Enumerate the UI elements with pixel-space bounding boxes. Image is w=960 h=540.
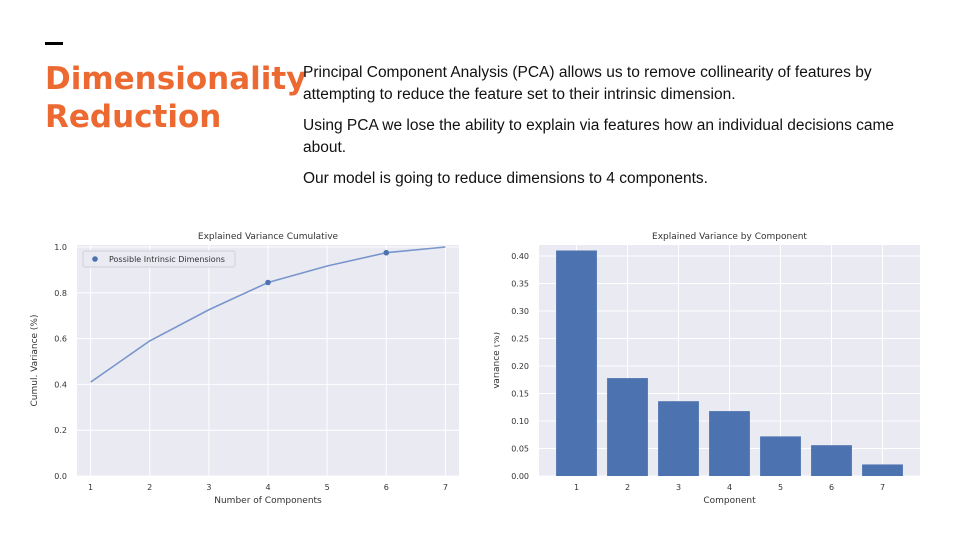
title-accent-bar — [45, 42, 63, 45]
component-y-tick-label: 0.35 — [511, 280, 529, 289]
variance-bar — [607, 378, 648, 476]
cumulative-x-tick-label: 4 — [265, 483, 270, 492]
slide-title: Dimensionality Reduction — [45, 61, 307, 135]
cumulative-legend-label: Possible Intrinsic Dimensions — [109, 255, 225, 264]
cumulative-y-tick-label: 1.0 — [54, 243, 67, 252]
variance-bar — [862, 464, 903, 476]
cumulative-x-label: Number of Components — [214, 496, 322, 506]
variance-by-component-chart: Explained Variance by Component Component… — [492, 226, 934, 516]
variance-bar — [658, 401, 699, 476]
variance-bar — [709, 411, 750, 476]
cumulative-x-tick-label: 2 — [147, 483, 152, 492]
component-y-tick-label: 0.20 — [511, 362, 529, 371]
cumulative-y-tick-label: 0.2 — [54, 426, 67, 435]
variance-by-component-svg: Explained Variance by Component Component… — [492, 232, 920, 506]
variance-bar — [556, 250, 597, 476]
component-x-tick-label: 7 — [880, 483, 885, 492]
component-x-tick-label: 5 — [778, 483, 783, 492]
paragraph-model-components: Our model is going to reduce dimensions … — [303, 170, 708, 187]
component-x-tick-label: 3 — [676, 483, 681, 492]
cumulative-variance-chart: Explained Variance Cumulative Number of C… — [30, 226, 470, 516]
cumulative-y-tick-label: 0.8 — [54, 289, 67, 298]
component-x-tick-label: 1 — [574, 483, 579, 492]
component-x-label: Component — [703, 496, 756, 506]
cumulative-x-tick-label: 7 — [443, 483, 448, 492]
component-x-tick-label: 6 — [829, 483, 834, 492]
cumulative-legend-marker — [92, 256, 98, 262]
cumulative-y-tick-label: 0.4 — [54, 380, 67, 389]
component-x-tick-label: 2 — [625, 483, 630, 492]
cumulative-x-tick-label: 3 — [206, 483, 211, 492]
component-y-tick-label: 0.10 — [511, 417, 529, 426]
component-y-tick-label: 0.05 — [511, 445, 529, 454]
cumulative-y-tick-label: 0.6 — [54, 335, 67, 344]
component-y-tick-label: 0.25 — [511, 335, 529, 344]
variance-bar — [811, 445, 852, 476]
cumulative-y-tick-label: 0.0 — [54, 472, 67, 481]
component-title: Explained Variance by Component — [652, 232, 807, 242]
slide-body: Principal Component Analysis (PCA) allow… — [303, 62, 923, 199]
component-y-tick-label: 0.40 — [511, 252, 529, 261]
intrinsic-dimension-point — [383, 249, 390, 256]
component-y-tick-label: 0.00 — [511, 472, 529, 481]
component-y-tick-label: 0.15 — [511, 390, 529, 399]
component-y-tick-label: 0.30 — [511, 307, 529, 316]
cumulative-x-tick-label: 6 — [384, 483, 389, 492]
cumulative-legend-box — [82, 250, 236, 268]
cumulative-variance-svg: Explained Variance Cumulative Number of C… — [30, 232, 459, 506]
variance-bar — [760, 436, 801, 476]
intrinsic-dimension-point — [265, 279, 271, 286]
cumulative-x-tick-label: 5 — [325, 483, 330, 492]
component-x-tick-label: 4 — [727, 483, 732, 492]
paragraph-explainability: Using PCA we lose the ability to explain… — [303, 117, 895, 156]
cumulative-title: Explained Variance Cumulative — [198, 232, 339, 242]
paragraph-pca-intro: Principal Component Analysis (PCA) allow… — [303, 64, 872, 103]
cumulative-y-label: Cumul. Variance (%) — [30, 315, 40, 407]
component-y-label: Variance (%) — [494, 332, 502, 389]
cumulative-x-tick-label: 1 — [88, 483, 93, 492]
